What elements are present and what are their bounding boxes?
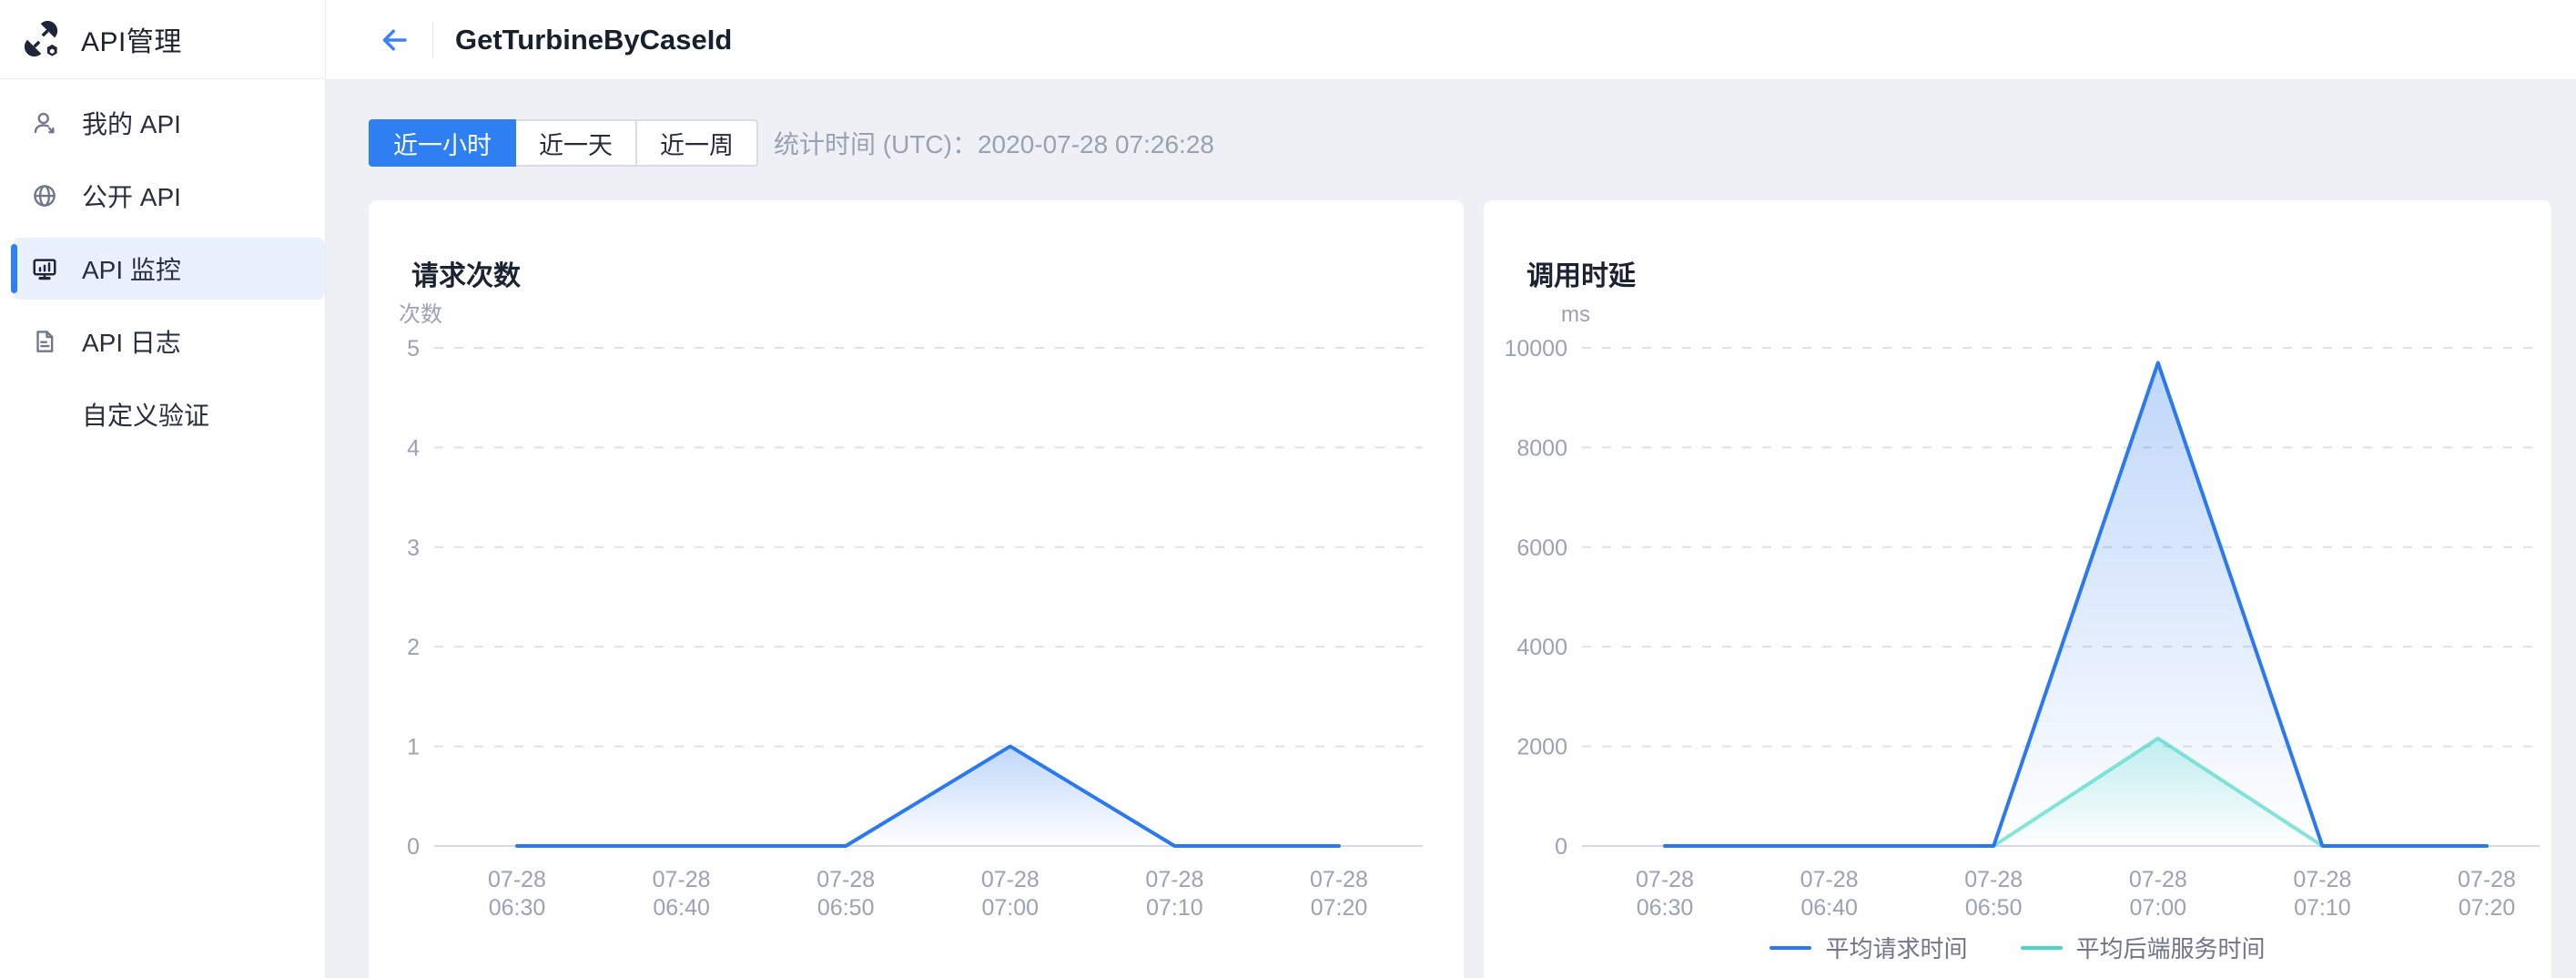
sidebar-item-label: 公开 API: [82, 183, 181, 211]
user-icon: [31, 109, 58, 137]
sidebar-item-my-api[interactable]: 我的 API: [13, 92, 325, 154]
svg-text:8000: 8000: [1516, 435, 1567, 461]
svg-text:06:30: 06:30: [489, 895, 546, 921]
legend-item-avg-backend-time[interactable]: 平均后端服务时间: [2020, 931, 2266, 964]
back-button[interactable]: [378, 24, 411, 56]
svg-text:06:50: 06:50: [817, 895, 875, 921]
request-count-chart: 1 2 3 4 5 0 次数 07-28 06:30 07-28 06:40 07-28 06:50 07…: [369, 200, 1464, 978]
svg-text:07-28: 07-28: [2293, 867, 2351, 892]
svg-text:次数: 次数: [399, 302, 442, 327]
range-button-last-week[interactable]: 近一周: [635, 119, 758, 167]
svg-text:07-28: 07-28: [488, 867, 546, 892]
header-divider: [432, 22, 433, 57]
legend-item-avg-request-time[interactable]: 平均请求时间: [1770, 931, 1968, 964]
sidebar-item-custom-auth[interactable]: 自定义验证: [13, 383, 325, 445]
svg-text:07-28: 07-28: [981, 867, 1040, 892]
app-title: API管理: [81, 27, 182, 57]
spacer: [31, 401, 58, 428]
globe-icon: [31, 182, 58, 209]
range-button-last-hour[interactable]: 近一小时: [369, 119, 516, 167]
legend-label: 平均后端服务时间: [2075, 935, 2266, 963]
latency-chart: 2000 4000 6000 8000 10000 0 ms 07-28 06:30 07-28 0…: [1484, 200, 2551, 978]
arrow-left-icon: [382, 29, 407, 50]
legend-label: 平均请求时间: [1825, 935, 1968, 963]
svg-text:06:40: 06:40: [653, 895, 710, 921]
svg-text:0: 0: [407, 834, 420, 860]
page-title: GetTurbineByCaseId: [455, 23, 733, 56]
time-range-segmented-control: 近一小时 近一天 近一周: [369, 119, 758, 167]
sidebar-item-label: API 监控: [82, 256, 181, 284]
svg-text:07-28: 07-28: [816, 867, 875, 892]
chart-legend: 平均请求时间 平均后端服务时间: [1484, 931, 2551, 964]
svg-text:10000: 10000: [1504, 336, 1567, 362]
svg-text:07-28: 07-28: [1964, 867, 2023, 892]
svg-text:0: 0: [1555, 834, 1567, 860]
svg-text:07-28: 07-28: [1310, 867, 1368, 892]
page-header: GetTurbineByCaseId: [325, 0, 2576, 80]
svg-text:1: 1: [407, 735, 420, 760]
stats-time-text: 统计时间 (UTC)：2020-07-28 07:26:28: [774, 130, 1214, 158]
svg-text:6000: 6000: [1516, 535, 1567, 561]
svg-text:06:30: 06:30: [1637, 895, 1694, 921]
sidebar-item-label: 自定义验证: [82, 402, 210, 430]
svg-text:07:00: 07:00: [982, 895, 1040, 921]
svg-text:07-28: 07-28: [1636, 867, 1694, 892]
svg-text:07-28: 07-28: [2129, 867, 2187, 892]
document-icon: [31, 328, 58, 355]
range-button-last-day[interactable]: 近一天: [514, 119, 637, 167]
chart-svg: 2000 4000 6000 8000 10000 0 ms 07-28 06:30 07-28 0…: [1504, 302, 2540, 921]
svg-text:4: 4: [407, 435, 420, 461]
svg-text:06:50: 06:50: [1965, 895, 2023, 921]
svg-text:07-28: 07-28: [1800, 867, 1859, 892]
svg-text:07:20: 07:20: [2459, 895, 2516, 921]
svg-text:07:10: 07:10: [1146, 895, 1203, 921]
time-range-toolbar: 近一小时 近一天 近一周 统计时间 (UTC)：2020-07-28 07:26…: [369, 119, 1214, 167]
svg-text:5: 5: [407, 336, 420, 362]
chart-svg: 1 2 3 4 5 0 次数 07-28 06:30 07-28 06:40 07-28 06:50 07…: [399, 302, 1423, 921]
sidebar: API管理 我的 API: [0, 0, 326, 978]
chart-title-latency: 调用时延: [1526, 261, 1636, 291]
svg-text:07:20: 07:20: [1311, 895, 1368, 921]
sidebar-menu: 我的 API 公开 API: [0, 79, 325, 445]
svg-text:4000: 4000: [1516, 635, 1567, 660]
svg-text:07-28: 07-28: [653, 867, 711, 892]
sidebar-item-public-api[interactable]: 公开 API: [13, 165, 325, 227]
svg-text:07:00: 07:00: [2130, 895, 2187, 921]
svg-text:07-28: 07-28: [1145, 867, 1203, 892]
sidebar-item-api-monitor[interactable]: API 监控: [11, 238, 325, 300]
svg-text:2000: 2000: [1516, 735, 1567, 760]
request-count-card: 请求次数 1 2 3 4 5 0 次数 07-28 06:30 07-28 06:40 07-28 06…: [369, 200, 1464, 978]
sidebar-item-api-log[interactable]: API 日志: [13, 311, 325, 372]
latency-card: 调用时延 2000 4000 6000 8000 10000 0 ms 07-28 06:30 0…: [1484, 200, 2551, 978]
svg-text:ms: ms: [1561, 302, 1590, 327]
svg-text:06:40: 06:40: [1800, 895, 1858, 921]
svg-text:3: 3: [407, 535, 420, 561]
legend-swatch-avg-request-time: [1770, 945, 1812, 950]
sidebar-header: API管理: [0, 0, 325, 79]
legend-swatch-avg-backend-time: [2020, 945, 2063, 950]
sidebar-item-label: 我的 API: [82, 110, 181, 138]
monitor-icon: [31, 255, 58, 282]
chart-title-request-count: 请求次数: [411, 261, 521, 291]
svg-text:07-28: 07-28: [2458, 867, 2516, 892]
sidebar-item-label: API 日志: [82, 329, 181, 357]
svg-text:07:10: 07:10: [2294, 895, 2351, 921]
svg-text:2: 2: [407, 635, 420, 660]
api-gateway-icon: [20, 18, 63, 61]
